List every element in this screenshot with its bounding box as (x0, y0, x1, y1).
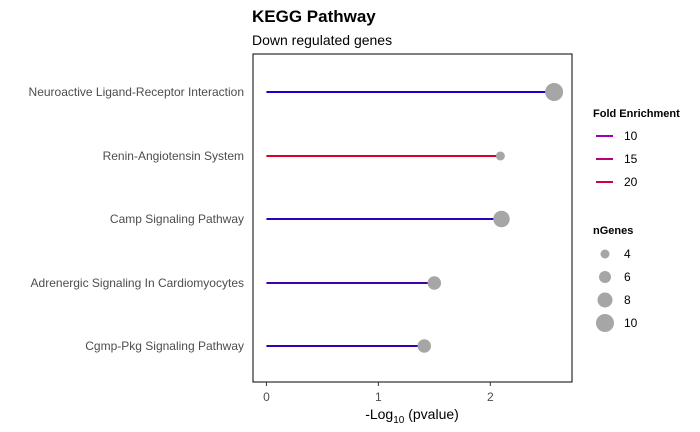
legend-ngenes-key (600, 249, 610, 259)
x-tick-label: 2 (487, 390, 494, 404)
x-tick-label: 1 (375, 390, 382, 404)
category-label: Cgmp-Pkg Signaling Pathway (85, 339, 244, 353)
category-label: Renin-Angiotensin System (103, 149, 244, 163)
legend-ngenes-key (596, 314, 614, 332)
lollipop-point (495, 151, 505, 161)
legend-fold-enrichment-title: Fold Enrichment (593, 108, 680, 120)
chart-subtitle: Down regulated genes (252, 32, 392, 48)
lollipop-stems (266, 91, 555, 347)
category-label: Adrenergic Signaling In Cardiomyocytes (31, 276, 244, 290)
lollipop-point (545, 83, 564, 101)
x-axis-ticks: 0 1 2 (263, 382, 494, 404)
legend-ngenes-label: 10 (624, 316, 638, 330)
chart-title: KEGG Pathway (252, 7, 376, 26)
legend-ngenes-label: 4 (624, 247, 631, 261)
legend-ngenes-key (599, 271, 611, 283)
category-labels: Neuroactive Ligand-Receptor Interaction R… (29, 85, 244, 353)
lollipop-point (427, 276, 442, 290)
legend-ngenes-label: 8 (624, 293, 631, 307)
legend-fold-enrichment-label: 15 (624, 152, 638, 166)
legend-fold-enrichment-label: 20 (624, 175, 638, 189)
lollipop-points (417, 83, 564, 353)
legend-ngenes-title: nGenes (593, 225, 633, 237)
category-label: Neuroactive Ligand-Receptor Interaction (29, 85, 244, 99)
legend-ngenes-label: 6 (624, 270, 631, 284)
legend-ngenes: nGenes 4 6 8 10 (593, 225, 638, 332)
x-tick-label: 0 (263, 390, 270, 404)
legend-fold-enrichment: Fold Enrichment 10 15 20 (593, 108, 680, 189)
lollipop-point (493, 210, 510, 228)
lollipop-point (417, 339, 432, 353)
x-axis-title: -Log10 (pvalue) (365, 406, 459, 426)
legend-fold-enrichment-label: 10 (624, 129, 638, 143)
category-label: Camp Signaling Pathway (110, 212, 244, 226)
legend-ngenes-key (597, 292, 613, 308)
